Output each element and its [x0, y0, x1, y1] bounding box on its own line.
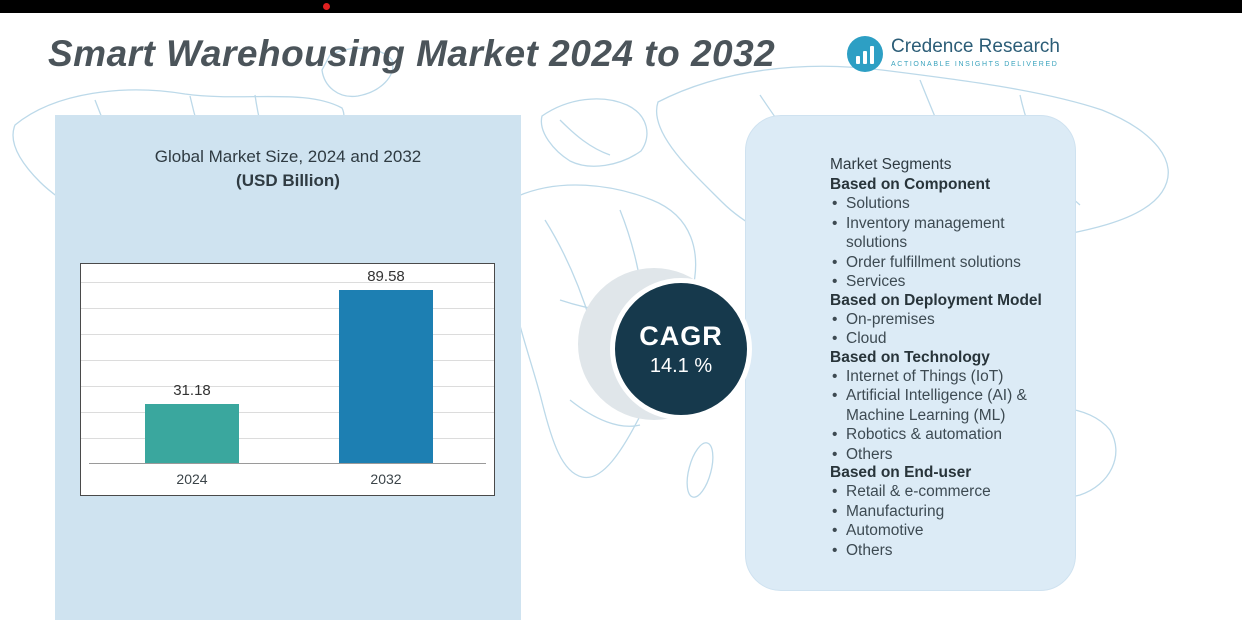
chart-heading-line1: Global Market Size, 2024 and 2032 — [154, 147, 422, 166]
list-item: Order fulfillment solutions — [830, 253, 1059, 273]
segment-list-deployment: On-premises Cloud — [830, 310, 1059, 349]
cagr-value: 14.1 % — [649, 354, 713, 377]
x-tick-2032: 2032 — [370, 471, 402, 487]
segments-title: Market Segments — [830, 156, 952, 173]
list-item: Automotive — [830, 521, 1059, 541]
bar-chart-logo-icon — [847, 36, 884, 72]
cagr-label: CAGR — [639, 320, 723, 351]
x-axis-line — [89, 463, 486, 464]
red-dot — [323, 3, 330, 10]
list-item: Others — [830, 445, 1059, 465]
bar-group-2032: 89.58 — [339, 268, 433, 464]
list-item: Solutions — [830, 194, 1059, 214]
list-item: Robotics & automation — [830, 425, 1059, 445]
segment-list-technology: Internet of Things (IoT) Artificial Inte… — [830, 367, 1059, 465]
page-title: Smart Warehousing Market 2024 to 2032 — [48, 33, 776, 74]
bar-group-2024: 31.18 — [145, 382, 239, 464]
logo-name: Credence Research — [891, 36, 1060, 57]
segment-heading-enduser: Based on End-user — [830, 464, 972, 481]
list-item: Services — [830, 272, 1059, 292]
bar-2024 — [145, 404, 239, 464]
list-item: Cloud — [830, 329, 1059, 349]
segment-heading-technology: Based on Technology — [830, 348, 990, 366]
segment-list-component: Solutions Inventory management solutions… — [830, 194, 1059, 292]
list-item: Others — [830, 541, 1059, 561]
segment-list-enduser: Retail & e-commerce Manufacturing Automo… — [830, 482, 1059, 560]
bar-value-2032: 89.58 — [367, 268, 405, 285]
logo-text: Credence Research Actionable Insights De… — [891, 36, 1060, 68]
credence-research-logo: Credence Research Actionable Insights De… — [847, 36, 1060, 72]
x-tick-2024: 2024 — [176, 471, 208, 487]
top-bar — [0, 0, 1242, 13]
list-item: Internet of Things (IoT) — [830, 367, 1059, 387]
chart-heading: Global Market Size, 2024 and 2032 (USD B… — [55, 147, 521, 191]
segment-heading-component: Based on Component — [830, 176, 991, 193]
market-size-panel: Global Market Size, 2024 and 2032 (USD B… — [55, 115, 521, 620]
list-item: On-premises — [830, 310, 1059, 330]
bar-value-2024: 31.18 — [173, 382, 211, 399]
list-item: Artificial Intelligence (AI) & Machine L… — [830, 386, 1059, 425]
chart-plot-area: 31.18 89.58 — [81, 268, 494, 464]
bar-chart: 31.18 89.58 2024 2032 — [80, 263, 495, 496]
list-item: Inventory management solutions — [830, 214, 1059, 253]
segment-heading-deployment: Based on Deployment Model — [830, 291, 1042, 309]
market-segments-panel: Market Segments Based on Component Solut… — [745, 115, 1076, 591]
logo-tagline: Actionable Insights Delivered — [891, 61, 1059, 68]
list-item: Retail & e-commerce — [830, 482, 1059, 502]
list-item: Manufacturing — [830, 502, 1059, 522]
cagr-badge: CAGR 14.1 % — [610, 278, 752, 420]
chart-heading-line2: (USD Billion) — [236, 171, 340, 190]
bar-2032 — [339, 290, 433, 464]
